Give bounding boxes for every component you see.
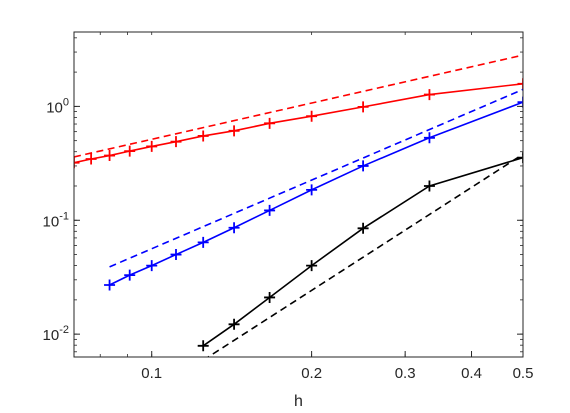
y-tick-label: 10-2 [43, 324, 69, 344]
series-line-5 [206, 153, 523, 357]
series-0-marker [104, 150, 116, 162]
axes-background [74, 32, 523, 357]
series-2-marker [170, 249, 182, 261]
series-2-marker [146, 260, 158, 272]
series-0-marker [85, 153, 97, 165]
series-2-marker [104, 279, 116, 291]
series-line-1 [74, 54, 523, 158]
series-0-marker [264, 117, 276, 129]
y-tick-label: 10-1 [43, 210, 69, 230]
series-4-marker [197, 340, 209, 352]
series-2-marker [517, 96, 523, 108]
series-line-3 [109, 88, 523, 268]
axes-box [73, 31, 524, 358]
series-2-marker [357, 160, 369, 172]
series-layer [74, 54, 523, 357]
series-0-marker [74, 157, 80, 169]
ticks-layer: 0.1 0.2 0.3 0.4 0.5 10-2 10-1 100 [43, 32, 534, 382]
series-2-marker [306, 184, 318, 196]
series-4-marker [228, 318, 240, 330]
series-4-marker [306, 260, 318, 272]
series-2-marker [423, 132, 435, 144]
x-axis-label: h [294, 393, 303, 410]
x-tick-label: 0.5 [513, 365, 534, 382]
series-4-marker [357, 222, 369, 234]
x-tick-label: 0.4 [461, 365, 482, 382]
series-0-marker [197, 130, 209, 142]
series-4-marker [517, 152, 523, 164]
series-2-marker [124, 269, 136, 281]
x-tick-label: 0.2 [301, 365, 322, 382]
series-0-marker [423, 89, 435, 101]
series-2-marker [228, 222, 240, 234]
series-2-marker [197, 236, 209, 248]
x-tick-label: 0.1 [141, 365, 162, 382]
series-4-marker [264, 291, 276, 303]
series-0-marker [146, 140, 158, 152]
series-2-marker [264, 204, 276, 216]
series-0-marker [357, 101, 369, 113]
x-tick-label: 0.3 [395, 365, 416, 382]
series-0-marker [170, 136, 182, 148]
series-4-marker [423, 180, 435, 192]
series-0-marker [228, 125, 240, 137]
series-0-marker [306, 110, 318, 122]
series-0-marker [124, 145, 136, 157]
series-0-marker [517, 78, 523, 90]
y-tick-label: 100 [46, 96, 69, 116]
